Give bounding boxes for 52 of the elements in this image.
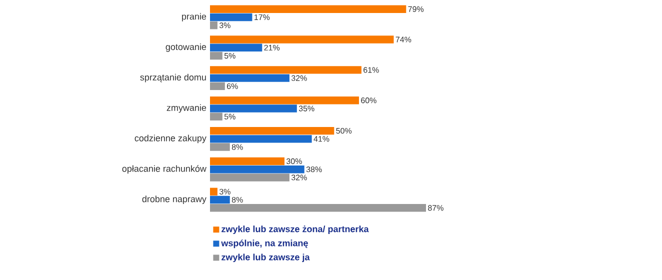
bar xyxy=(210,96,359,104)
bar xyxy=(210,36,394,44)
data-label: 17% xyxy=(254,14,270,20)
y-tick-label: gotowanie xyxy=(166,43,206,52)
data-label: 74% xyxy=(396,36,412,42)
data-label: 8% xyxy=(232,144,243,150)
bar xyxy=(210,44,262,52)
bar xyxy=(210,13,252,22)
data-label: 79% xyxy=(408,6,424,12)
bar xyxy=(210,126,334,135)
bar xyxy=(210,204,426,212)
bar xyxy=(210,112,222,120)
data-label: 21% xyxy=(264,44,280,50)
data-label: 61% xyxy=(364,67,379,73)
legend-label: zwykle lub zawsze ja xyxy=(222,254,310,262)
y-tick-label: codzienne zakupy xyxy=(134,134,206,144)
data-label: 8% xyxy=(232,196,243,203)
legend-label: wspólnie, na zmianę xyxy=(221,240,308,248)
data-label: 3% xyxy=(219,22,230,28)
y-tick-label: pranie xyxy=(182,13,206,22)
y-tick-label: sprzątanie domu xyxy=(140,74,206,82)
y-tick-label: zmywanie xyxy=(166,104,206,113)
bar xyxy=(210,104,297,112)
data-label: 60% xyxy=(361,98,376,104)
data-label: 38% xyxy=(306,166,322,172)
bar xyxy=(210,52,222,60)
data-label: 87% xyxy=(428,205,444,211)
bar xyxy=(210,5,406,13)
bar xyxy=(210,196,230,204)
bar xyxy=(210,157,284,166)
bar xyxy=(210,143,230,151)
data-label: 32% xyxy=(291,75,307,81)
data-label: 5% xyxy=(224,114,236,120)
data-label: 50% xyxy=(336,128,352,134)
y-tick-label: opłacanie rachunków xyxy=(122,165,206,174)
bar xyxy=(210,188,218,196)
bar xyxy=(210,74,290,82)
bar xyxy=(210,174,290,182)
data-label: 3% xyxy=(219,188,230,194)
bar xyxy=(210,21,218,30)
bar xyxy=(210,135,312,143)
legend-label: zwykle lub zawsze żona/ partnerka xyxy=(222,226,369,234)
data-label: 41% xyxy=(314,136,330,142)
bar xyxy=(210,66,362,74)
data-label: 32% xyxy=(291,174,307,180)
data-label: 30% xyxy=(286,158,302,164)
data-label: 35% xyxy=(298,106,314,112)
bar xyxy=(210,82,225,90)
data-label: 5% xyxy=(224,52,236,59)
bar xyxy=(210,165,304,174)
data-label: 6% xyxy=(227,83,238,90)
y-tick-label: drobne naprawy xyxy=(142,196,206,204)
